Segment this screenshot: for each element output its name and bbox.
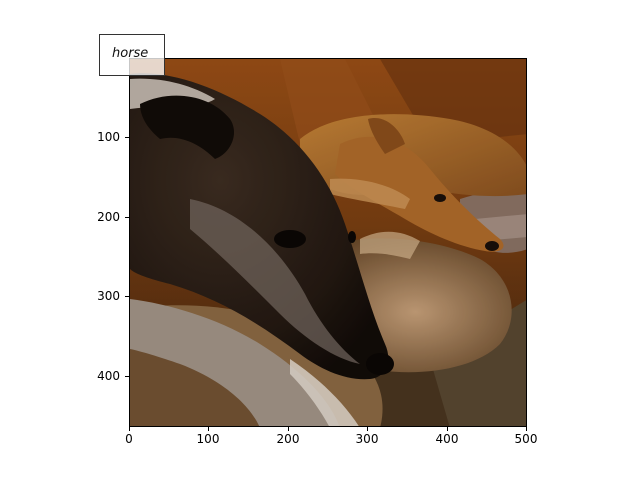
y-tick-mark [125, 376, 129, 377]
y-tick-label: 400 [97, 369, 120, 383]
tan-dog-paw [330, 178, 410, 209]
x-tick-mark [288, 427, 289, 431]
y-tick-mark [125, 296, 129, 297]
dark-dog-head [130, 73, 389, 380]
dark-dog-nose [366, 353, 394, 375]
dark-dog-muzzle [190, 199, 360, 364]
tan-dog-ear [368, 118, 405, 154]
y-tick-label: 200 [97, 210, 120, 224]
photo-illustration [130, 59, 526, 426]
photo-vignette [130, 59, 526, 426]
dark-dog-ear [140, 95, 235, 159]
sofa-fold [380, 59, 526, 144]
x-tick-mark [447, 427, 448, 431]
x-tick-label: 500 [514, 432, 538, 446]
y-tick-label: 300 [97, 289, 120, 303]
tan-dog-eye [434, 194, 446, 202]
y-tick-mark [125, 137, 129, 138]
dark-dog-leg [130, 299, 340, 426]
x-tick-mark [208, 427, 209, 431]
x-tick-mark [367, 427, 368, 431]
x-tick-mark [526, 427, 527, 431]
x-tick-label: 100 [196, 432, 220, 446]
tan-dog-head [335, 136, 504, 252]
dog-photo [130, 59, 526, 426]
cushion-highlight [360, 231, 420, 259]
x-tick-label: 0 [125, 432, 133, 446]
dark-dog-paw [290, 359, 359, 426]
x-tick-mark [129, 427, 130, 431]
y-tick-label: 100 [97, 130, 120, 144]
annotation-label: horse [112, 46, 149, 61]
image-axes [129, 58, 527, 427]
annotation-box [99, 34, 165, 76]
x-tick-label: 300 [355, 432, 379, 446]
tan-dog-nose [485, 241, 499, 251]
x-tick-label: 200 [276, 432, 300, 446]
dark-dog-eye [274, 230, 306, 248]
y-tick-mark [125, 217, 129, 218]
x-tick-label: 400 [435, 432, 459, 446]
dark-dog-eye-far [348, 231, 356, 243]
